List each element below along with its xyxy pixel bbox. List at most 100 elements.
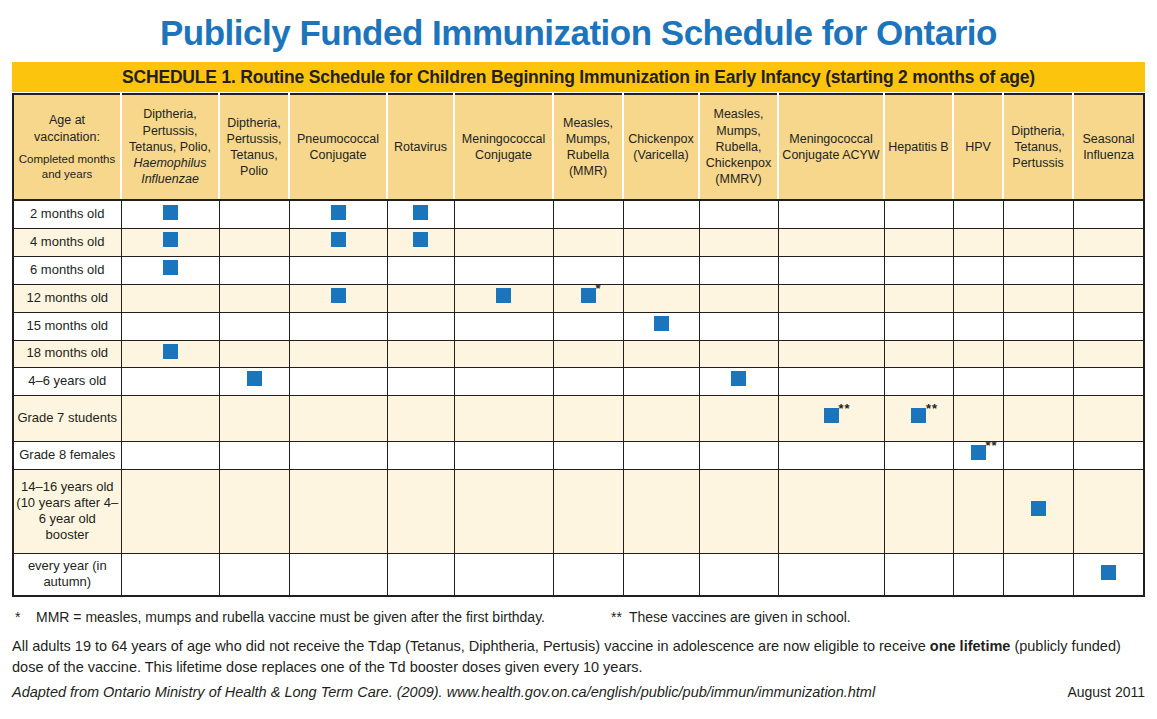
dose-note-asterisk: ** — [839, 401, 851, 417]
schedule-banner: SCHEDULE 1. Routine Schedule for Childre… — [12, 62, 1145, 92]
dose-cell — [1003, 553, 1073, 596]
dose-cell — [884, 340, 953, 367]
dose-cell — [623, 228, 699, 256]
vaccine-column-header: Seasonal Influenza — [1073, 94, 1144, 200]
dose-cell — [1073, 469, 1144, 553]
dose-cell: ** — [778, 395, 884, 441]
dose-cell — [219, 228, 289, 256]
dose-cell — [884, 469, 953, 553]
dose-cell — [1073, 367, 1144, 395]
dose-cell — [121, 553, 219, 596]
dose-cell — [289, 228, 387, 256]
dose-cell — [953, 340, 1003, 367]
dose-cell — [121, 441, 219, 469]
dose-cell — [121, 256, 219, 284]
dose-mark — [413, 205, 428, 220]
dose-mark: ** — [971, 445, 986, 460]
dose-square — [824, 408, 839, 423]
dose-cell — [387, 200, 454, 228]
dose-cell — [778, 200, 884, 228]
dose-square — [247, 371, 262, 386]
age-row-label: Grade 8 females — [13, 441, 121, 469]
age-row-label: 12 months old — [13, 284, 121, 312]
dose-cell: ** — [953, 441, 1003, 469]
immunization-table: Age at vaccination:Completed months and … — [12, 93, 1145, 597]
dose-cell — [454, 340, 553, 367]
dose-cell — [1003, 367, 1073, 395]
dose-cell — [121, 284, 219, 312]
dose-cell — [454, 284, 553, 312]
dose-cell — [289, 256, 387, 284]
footnote-double-star-symbol: ** — [611, 609, 622, 625]
dose-cell — [623, 553, 699, 596]
dose-square — [413, 232, 428, 247]
dose-mark: ** — [911, 408, 926, 423]
dose-cell — [553, 200, 623, 228]
dose-cell — [289, 200, 387, 228]
dose-square — [654, 316, 669, 331]
dose-square — [331, 205, 346, 220]
vaccine-column-header: Diptheria, Tetanus, Pertussis — [1003, 94, 1073, 200]
dose-cell — [219, 395, 289, 441]
vaccine-column-header: HPV — [953, 94, 1003, 200]
footnote-star-symbol: * — [12, 609, 36, 625]
dose-cell — [1003, 256, 1073, 284]
adult-tdap-note: All adults 19 to 64 years of age who did… — [12, 636, 1145, 677]
dose-cell — [289, 469, 387, 553]
dose-square — [971, 445, 986, 460]
dose-cell — [778, 228, 884, 256]
table-row: 6 months old — [13, 256, 1144, 284]
dose-cell — [1073, 256, 1144, 284]
dose-cell — [778, 469, 884, 553]
footnote-school-text: These vaccines are given in school. — [629, 609, 851, 625]
dose-cell — [699, 312, 778, 340]
dose-square — [331, 232, 346, 247]
dose-mark — [413, 232, 428, 247]
dose-cell — [1073, 200, 1144, 228]
dose-cell — [387, 395, 454, 441]
dose-cell — [387, 256, 454, 284]
footer-line: Adapted from Ontario Ministry of Health … — [12, 684, 1145, 700]
dose-note-asterisk: * — [596, 281, 602, 297]
dose-cell — [219, 469, 289, 553]
dose-cell — [289, 367, 387, 395]
dose-mark — [1031, 501, 1046, 516]
dose-cell — [884, 256, 953, 284]
dose-cell — [623, 469, 699, 553]
dose-cell — [289, 284, 387, 312]
dose-cell — [219, 284, 289, 312]
dose-cell — [387, 469, 454, 553]
dose-cell — [387, 340, 454, 367]
dose-mark — [331, 288, 346, 303]
dose-cell — [553, 312, 623, 340]
dose-cell — [884, 312, 953, 340]
dose-cell — [553, 441, 623, 469]
dose-cell — [778, 441, 884, 469]
age-row-label: 14–16 years old (10 years after 4–6 year… — [13, 469, 121, 553]
dose-cell — [553, 395, 623, 441]
dose-cell — [699, 553, 778, 596]
dose-cell — [387, 441, 454, 469]
dose-square — [731, 371, 746, 386]
dose-cell — [289, 441, 387, 469]
dose-cell — [387, 228, 454, 256]
dose-cell — [1003, 284, 1073, 312]
dose-cell — [699, 284, 778, 312]
dose-square — [911, 408, 926, 423]
dose-cell — [121, 469, 219, 553]
dose-cell — [623, 256, 699, 284]
dose-cell — [121, 395, 219, 441]
dose-cell — [884, 553, 953, 596]
dose-cell — [387, 284, 454, 312]
dose-note-asterisk: ** — [926, 401, 938, 417]
dose-cell — [454, 553, 553, 596]
table-row: 18 months old — [13, 340, 1144, 367]
dose-cell — [884, 228, 953, 256]
table-row: 12 months old * — [13, 284, 1144, 312]
dose-mark — [331, 205, 346, 220]
dose-cell — [623, 340, 699, 367]
dose-cell — [778, 312, 884, 340]
dose-square — [1101, 565, 1116, 580]
dose-cell — [699, 340, 778, 367]
dose-cell — [699, 228, 778, 256]
